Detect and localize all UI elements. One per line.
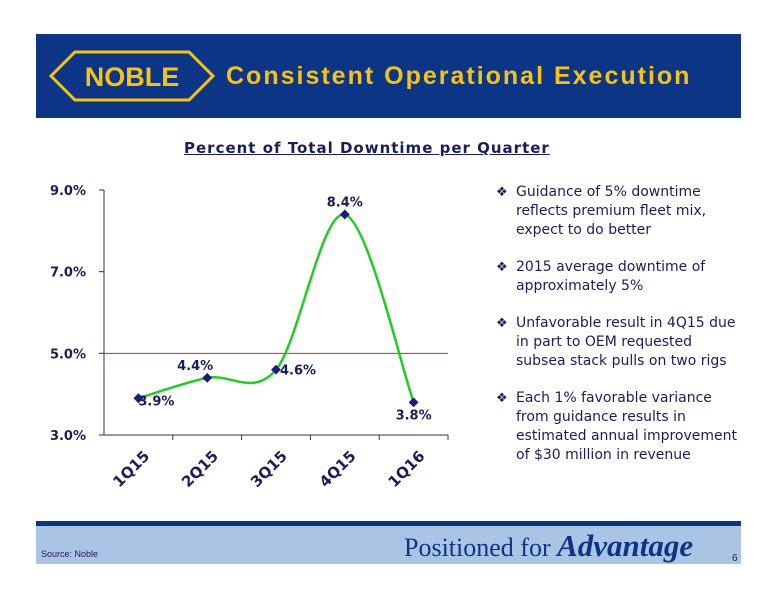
footer-rule (36, 521, 741, 526)
tagline-emphasis: Advantage (557, 528, 694, 563)
data-label: 3.9% (138, 394, 174, 409)
data-label: 8.4% (327, 196, 363, 211)
y-tick-label: 9.0% (50, 184, 86, 199)
bullet-item: ❖ Unfavorable result in 4Q15 due in part… (496, 314, 741, 371)
page-title: Consistent Operational Execution (226, 62, 692, 90)
bullet-text: Each 1% favorable variance from guidance… (516, 390, 737, 463)
logo-text: NOBLE (85, 62, 180, 92)
footer-band (36, 526, 741, 564)
data-point (271, 364, 281, 375)
data-label: 3.8% (396, 408, 432, 423)
data-label: 4.6% (280, 364, 316, 379)
diamond-bullet-icon: ❖ (496, 260, 508, 275)
y-tick-label: 7.0% (50, 266, 86, 281)
x-tick-label: 2Q15 (178, 447, 222, 491)
data-point (202, 372, 213, 383)
bullet-text: 2015 average downtime of approximately 5… (516, 259, 706, 294)
data-point (408, 397, 419, 408)
bullet-list: ❖ Guidance of 5% downtime reflects premi… (496, 183, 741, 483)
diamond-bullet-icon: ❖ (496, 316, 508, 331)
diamond-bullet-icon: ❖ (496, 185, 508, 200)
chart-title: Percent of Total Downtime per Quarter (184, 139, 550, 157)
x-tick-label: 1Q16 (385, 447, 429, 491)
x-tick-label: 4Q15 (316, 447, 360, 491)
bullet-text: Unfavorable result in 4Q15 due in part t… (516, 315, 736, 369)
header-banner: NOBLE Consistent Operational Execution (36, 34, 741, 118)
y-tick-label: 3.0% (50, 429, 86, 444)
y-tick-label: 5.0% (50, 347, 86, 362)
bullet-item: ❖ Guidance of 5% downtime reflects premi… (496, 183, 741, 240)
noble-logo: NOBLE (48, 50, 216, 102)
x-tick-label: 1Q15 (109, 447, 153, 491)
tagline: Positioned for Advantage (404, 528, 693, 564)
source-note: Source: Noble (41, 549, 99, 559)
bullet-text: Guidance of 5% downtime reflects premium… (516, 184, 707, 238)
series-line (138, 213, 415, 403)
bullet-item: ❖ 2015 average downtime of approximately… (496, 258, 741, 296)
data-point (339, 209, 350, 220)
data-point (133, 393, 144, 404)
diamond-bullet-icon: ❖ (496, 391, 508, 406)
tagline-prefix: Positioned for (404, 533, 558, 562)
page-number: 6 (732, 553, 738, 564)
bullet-item: ❖ Each 1% favorable variance from guidan… (496, 389, 741, 465)
x-tick-label: 3Q15 (247, 447, 291, 491)
data-label: 4.4% (177, 359, 213, 374)
